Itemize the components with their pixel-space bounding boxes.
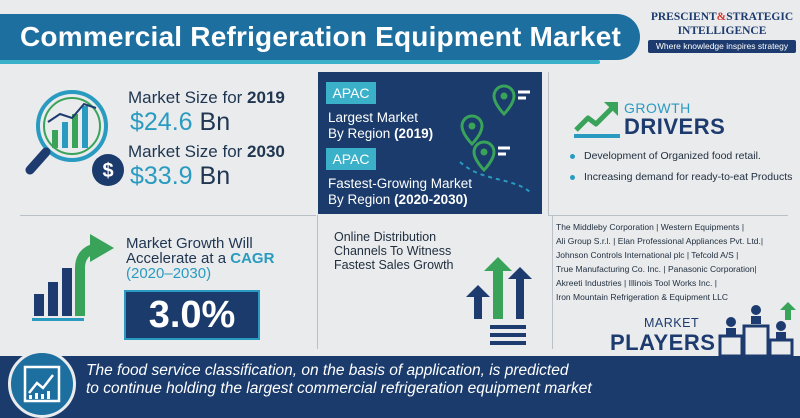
footer-text: The food service classification, on the … bbox=[86, 362, 592, 397]
footer-bar bbox=[0, 356, 800, 418]
title-bar: Commercial Refrigeration Equipment Marke… bbox=[0, 14, 640, 64]
map-pins-icon bbox=[459, 84, 531, 193]
online-distribution-text: Online Distribution Channels To Witness … bbox=[334, 230, 454, 272]
market-size-2030-value: $33.9 Bn bbox=[130, 162, 231, 190]
region-largest-text: Largest Market By Region (2019) bbox=[328, 110, 434, 141]
divider bbox=[552, 215, 553, 349]
list-item: Ali Group S.r.l. | Elan Professional App… bbox=[556, 236, 764, 246]
list-item: Akreeti Industries | Illinois Tool Works… bbox=[556, 278, 717, 288]
players-label: PLAYERS bbox=[610, 330, 716, 355]
logo-line1: PRESCIENT&STRATEGIC bbox=[650, 11, 794, 23]
market-size-2019-value: $24.6 Bn bbox=[130, 108, 231, 136]
market-size-2019-label: Market Size for 2019 bbox=[128, 88, 285, 107]
market-label: MARKET bbox=[644, 316, 700, 330]
growth-label: GROWTH bbox=[624, 100, 691, 116]
drivers-label: DRIVERS bbox=[624, 114, 726, 139]
divider bbox=[548, 72, 549, 216]
magnifier-chart-dollar-icon: $ bbox=[25, 90, 124, 186]
divider bbox=[548, 215, 788, 216]
podium-people-icon bbox=[718, 302, 796, 358]
up-arrows-icon bbox=[466, 257, 532, 345]
line-chart-icon bbox=[23, 365, 61, 403]
page-title: Commercial Refrigeration Equipment Marke… bbox=[20, 21, 621, 52]
region-tag-largest: APAC bbox=[326, 82, 376, 104]
market-players-list: The Middleby Corporation | Western Equip… bbox=[556, 220, 798, 304]
growth-drivers-list: Development of Organized food retail. In… bbox=[568, 150, 794, 192]
divider bbox=[20, 215, 316, 216]
divider bbox=[317, 215, 318, 349]
svg-text:$: $ bbox=[102, 160, 113, 182]
list-item: Iron Mountain Refrigeration & Equipment … bbox=[556, 292, 728, 302]
cagr-text: Market Growth Will Accelerate at a CAGR … bbox=[126, 235, 275, 282]
logo-ampersand: & bbox=[716, 11, 727, 23]
logo-tagline: Where knowledge inspires strategy bbox=[648, 40, 796, 53]
region-fastest-text: Fastest-Growing Market By Region (2020-2… bbox=[328, 176, 473, 207]
list-item: Increasing demand for ready-to-eat Produ… bbox=[568, 171, 794, 184]
logo: PRESCIENT&STRATEGIC INTELLIGENCE Where k… bbox=[648, 10, 796, 62]
list-item: True Manufacturing Co. Inc. | Panasonic … bbox=[556, 264, 757, 274]
market-size-2030-label: Market Size for 2030 bbox=[128, 142, 285, 161]
region-panel: APAC Largest Market By Region (2019) APA… bbox=[318, 72, 542, 214]
logo-line2: INTELLIGENCE bbox=[677, 25, 767, 37]
trend-arrow-icon bbox=[574, 102, 620, 138]
footer-icon-circle bbox=[8, 350, 76, 418]
cagr-value: 3.0% bbox=[124, 290, 260, 340]
region-tag-fastest: APAC bbox=[326, 148, 376, 170]
list-item: Development of Organized food retail. bbox=[568, 150, 794, 163]
list-item: Johnson Controls International plc | Tef… bbox=[556, 250, 739, 260]
bar-chart-arrow-icon bbox=[32, 234, 114, 321]
list-item: The Middleby Corporation | Western Equip… bbox=[556, 222, 745, 232]
